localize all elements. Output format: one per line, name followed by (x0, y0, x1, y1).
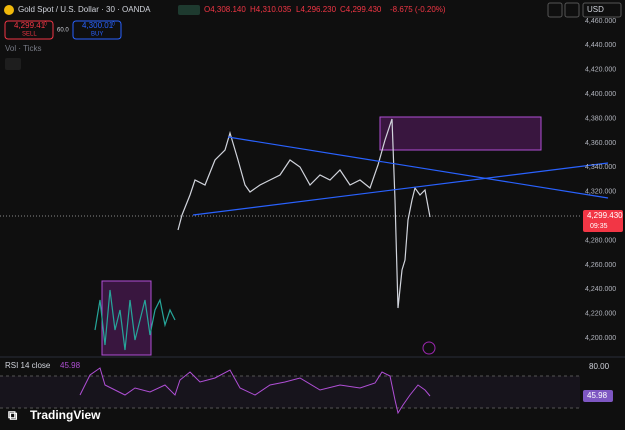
countdown: 09:35 (590, 223, 608, 230)
buy-button[interactable] (72, 20, 122, 40)
price-label: 4,380.000 (585, 115, 616, 122)
rsi-value: 45.98 (60, 361, 81, 370)
sell-label: SELL (22, 32, 37, 38)
price-label: 4,200.000 (585, 335, 616, 342)
buy-price: 4,300.01 (82, 21, 114, 30)
trend-line[interactable] (227, 136, 609, 199)
rectangle-drawing[interactable] (379, 116, 542, 151)
price-label: 4,320.000 (585, 189, 616, 196)
sell-button[interactable] (4, 20, 54, 40)
rsi-axis-value: 45.98 (587, 391, 608, 400)
buy-sup: 0 (112, 21, 115, 27)
sell-price: 4,299.41 (14, 21, 46, 30)
symbol[interactable]: Gold Spot / U.S. Dollar · 30 · OANDA (18, 5, 151, 14)
price-label: 4,220.000 (585, 311, 616, 318)
market-status (178, 5, 200, 15)
rsi-band (0, 376, 580, 408)
price-label: 4,240.000 (585, 286, 616, 293)
price-label: 4,360.000 (585, 140, 616, 147)
current-price: 4,299.430 (587, 211, 623, 220)
price-label: 4,340.000 (585, 164, 616, 171)
collapse-button[interactable] (5, 58, 21, 70)
buy-label: BUY (91, 32, 103, 38)
spread: 60.0 (57, 28, 69, 34)
rsi-axis-badge (583, 390, 613, 402)
rsi-trace (79, 367, 431, 415)
price-label: 4,460.000 (585, 18, 616, 25)
rsi-axis-top: 80.00 (589, 362, 610, 371)
price-trace (94, 289, 176, 351)
change: -8.675 (-0.20%) (390, 5, 446, 14)
logo-mark: ⧉ (8, 407, 18, 422)
high: H4,310.035 (250, 5, 292, 14)
sell-sup: 0 (44, 21, 47, 27)
volume-indicator[interactable]: Vol · Ticks (5, 44, 41, 53)
price-label: 4,420.000 (585, 67, 616, 74)
currency: USD (587, 5, 604, 14)
close: C4,299.430 (340, 5, 382, 14)
low: L4,296.230 (296, 5, 337, 14)
rsi-label[interactable]: RSI 14 close (5, 361, 51, 370)
trend-line[interactable] (192, 162, 609, 216)
current-price-badge (583, 210, 623, 232)
price-label: 4,440.000 (585, 42, 616, 49)
price-axis: 4,460.000 4,440.000 4,420.000 4,400.000 4,38… (585, 18, 616, 342)
price-label: 4,400.000 (585, 91, 616, 98)
open: O4,308.140 (204, 5, 246, 14)
events-icon[interactable] (422, 341, 436, 355)
logo[interactable]: TradingView (30, 408, 101, 422)
price-label: 4,280.000 (585, 237, 616, 244)
currency-select[interactable] (582, 2, 622, 18)
price-label: 4,260.000 (585, 262, 616, 269)
symbol-icon (4, 5, 14, 15)
download-button[interactable] (547, 2, 563, 18)
settings-button[interactable] (564, 2, 580, 18)
price-trace (177, 118, 431, 309)
